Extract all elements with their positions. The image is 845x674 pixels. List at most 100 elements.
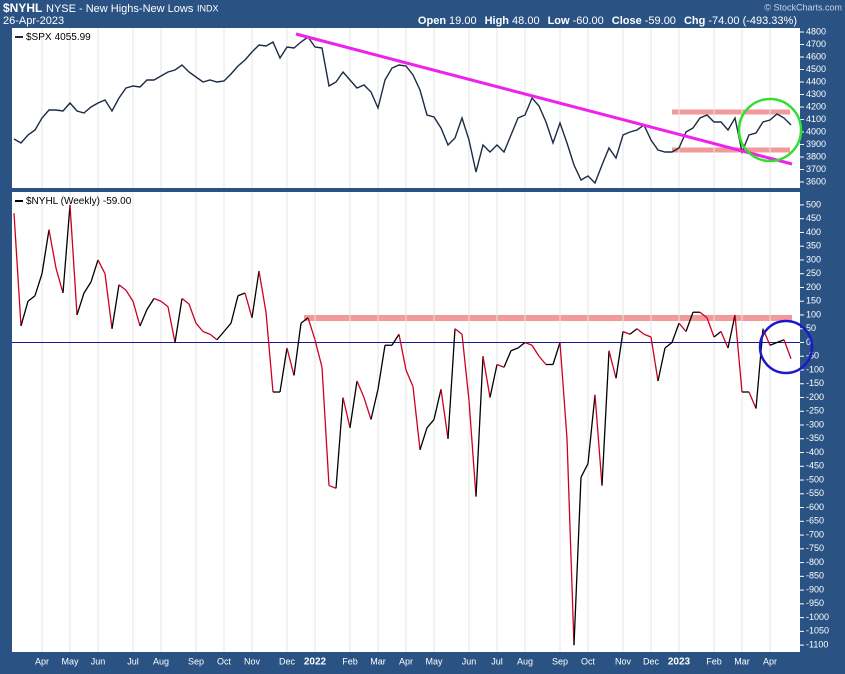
x-tick-label: Nov (244, 656, 261, 666)
indicator-segment (629, 328, 638, 335)
y-tick-label: 3600 (806, 176, 826, 186)
y-tick-label: 400 (806, 227, 821, 237)
indicator-segment (104, 273, 113, 329)
indicator-segment (776, 339, 785, 344)
y-tick-label: -400 (806, 447, 824, 457)
y-tick-label: 100 (806, 309, 821, 319)
credit: © StockCharts.com (764, 2, 842, 12)
indicator-segment (643, 333, 652, 338)
indicator-segment (153, 297, 162, 302)
indicator-segment (293, 323, 302, 376)
indicator-segment (734, 314, 743, 393)
indicator-segment (573, 477, 582, 646)
x-tick-label: Jul (127, 656, 139, 666)
indicator-segment (314, 339, 323, 368)
y-tick-label: -650 (806, 516, 824, 526)
y-tick-label: 3900 (806, 139, 826, 149)
indicator-segment (440, 389, 449, 439)
y-tick-label: 4700 (806, 39, 826, 49)
y-tick-label: 4500 (806, 64, 826, 74)
exchange: NYSE - New Highs-New Lows (46, 3, 194, 15)
indicator-segment (237, 292, 246, 297)
y-tick-label: 250 (806, 268, 821, 278)
indicator-segment (636, 328, 645, 335)
y-tick-label: 450 (806, 213, 821, 223)
indicator-segment (454, 328, 463, 335)
indicator-segment (97, 259, 106, 275)
x-tick-label: May (425, 656, 443, 666)
y-tick-label: -950 (806, 598, 824, 608)
indicator-segment (447, 328, 456, 439)
quote-text: Open 19.00 High 48.00 Low -60.00 Close -59.00 Ch… (418, 15, 797, 27)
indicator-segment (475, 356, 484, 497)
indicator-segment (223, 322, 232, 332)
legend-name: $SPX (26, 32, 52, 43)
indicator-segment (538, 355, 547, 365)
indicator-segment (713, 330, 722, 338)
indicator-segment (496, 363, 505, 368)
y-tick-label: -700 (806, 529, 824, 539)
indicator-segment (181, 297, 190, 305)
trend-line (295, 32, 793, 166)
y-tick-label: 4200 (806, 101, 826, 111)
indicator-segment (321, 367, 330, 486)
x-tick-label: Oct (217, 656, 232, 666)
x-tick-label: Oct (581, 656, 596, 666)
indicator-segment (27, 295, 36, 302)
indicator-segment (188, 303, 197, 324)
x-tick-label: Dec (643, 656, 660, 666)
indicator-segment (503, 350, 512, 368)
indicator-segment (342, 397, 351, 428)
indicator-segment (363, 397, 372, 420)
date: 26-Apr-2023 (3, 15, 64, 27)
legend-value: -59.00 (103, 196, 132, 207)
kind: INDX (197, 3, 219, 13)
indicator-segment (510, 347, 519, 352)
x-tick-label: Nov (615, 656, 632, 666)
x-tick-label: Jun (462, 656, 477, 666)
indicator-segment (174, 298, 183, 343)
y-tick-label: -300 (806, 419, 824, 429)
x-tick-label: Mar (370, 656, 386, 666)
y-tick-label: -1050 (806, 626, 829, 636)
indicator-segment (13, 213, 22, 327)
indicator-segment (664, 341, 673, 349)
y-tick-label: -550 (806, 488, 824, 498)
indicator-segment (286, 347, 295, 376)
indicator-segment (62, 204, 71, 294)
y-tick-label: -150 (806, 378, 824, 388)
indicator-segment (349, 380, 358, 428)
indicator-segment (419, 427, 428, 450)
x-tick-label: Feb (342, 656, 358, 666)
y-tick-label: 4000 (806, 126, 826, 136)
indicator-segment (699, 311, 708, 319)
y-tick-label: -800 (806, 557, 824, 567)
indicator-segment (251, 270, 260, 318)
indicator-segment (727, 314, 736, 349)
indicator-segment (720, 331, 729, 349)
quote-value: 48.00 (512, 15, 540, 27)
indicator-segment (48, 229, 57, 269)
x-tick-label: Sep (188, 656, 204, 666)
y-tick-label: -900 (806, 584, 824, 594)
indicator-segment (160, 300, 169, 308)
x-tick-label: Jun (91, 656, 106, 666)
x-tick-label: May (61, 656, 79, 666)
indicator-segment (307, 317, 316, 340)
y-tick-label: 50 (806, 323, 816, 333)
y-tick-label: 0 (806, 337, 811, 347)
indicator-segment (377, 345, 386, 390)
indicator-segment (69, 204, 78, 316)
y-tick-label: -1100 (806, 639, 828, 649)
indicator-segment (517, 341, 526, 349)
annotations-over (295, 32, 814, 375)
quote-value: -59.00 (645, 15, 676, 27)
indicator-segment (622, 330, 631, 335)
price-line (13, 36, 792, 185)
indicator-segment (608, 350, 617, 379)
quote: Open 19.00 High 48.00 Low -60.00 Close -59.00 Ch… (418, 15, 797, 27)
indicator-segment (405, 369, 414, 387)
indicator-segment (132, 301, 141, 327)
quote-label: Chg (684, 15, 705, 27)
